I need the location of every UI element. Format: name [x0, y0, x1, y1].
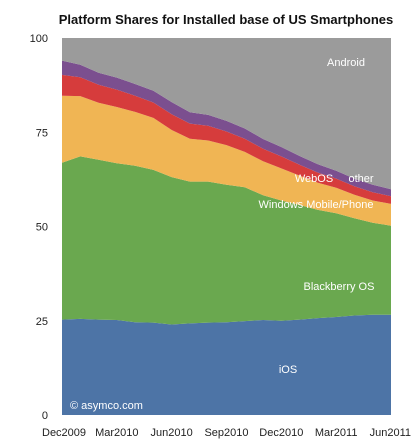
- series-label-ios: iOS: [279, 364, 297, 376]
- series-label-other: other: [348, 173, 373, 185]
- credit-text: © asymco.com: [70, 400, 143, 412]
- series-label-blackberry: Blackberry OS: [304, 281, 375, 293]
- y-axis-ticks: 0 25 50 75 100: [30, 33, 48, 422]
- x-tick-label: Dec2010: [259, 427, 303, 439]
- area-ios: [62, 314, 391, 415]
- series-label-windows-mobile: Windows Mobile/Phone: [259, 199, 374, 211]
- y-tick-label: 100: [30, 33, 48, 45]
- x-tick-label: Jun2011: [370, 427, 411, 439]
- x-tick-label: Dec2009: [42, 427, 86, 439]
- series-labels: Android WebOS other Windows Mobile/Phone…: [259, 57, 375, 376]
- x-tick-label: Mar2010: [95, 427, 138, 439]
- y-tick-label: 25: [36, 316, 48, 328]
- series-areas: [62, 38, 391, 415]
- y-tick-label: 75: [36, 127, 48, 139]
- y-tick-label: 50: [36, 222, 48, 234]
- series-label-android: Android: [327, 57, 365, 69]
- x-tick-label: Mar2011: [315, 427, 358, 439]
- series-label-webos: WebOS: [295, 173, 333, 185]
- chart-title: Platform Shares for Installed base of US…: [59, 12, 393, 27]
- area-blackberry-os: [62, 156, 391, 325]
- x-tick-label: Sep2010: [204, 427, 248, 439]
- area-android: [62, 38, 391, 190]
- area-webos: [62, 74, 391, 204]
- area-windows-mobile-phone: [62, 95, 391, 226]
- x-axis-ticks: Dec2009 Mar2010 Jun2010 Sep2010 Dec2010 Mar20…: [42, 427, 411, 439]
- x-tick-label: Jun2010: [151, 427, 193, 439]
- area-other: [62, 60, 391, 197]
- y-tick-label: 0: [42, 410, 48, 422]
